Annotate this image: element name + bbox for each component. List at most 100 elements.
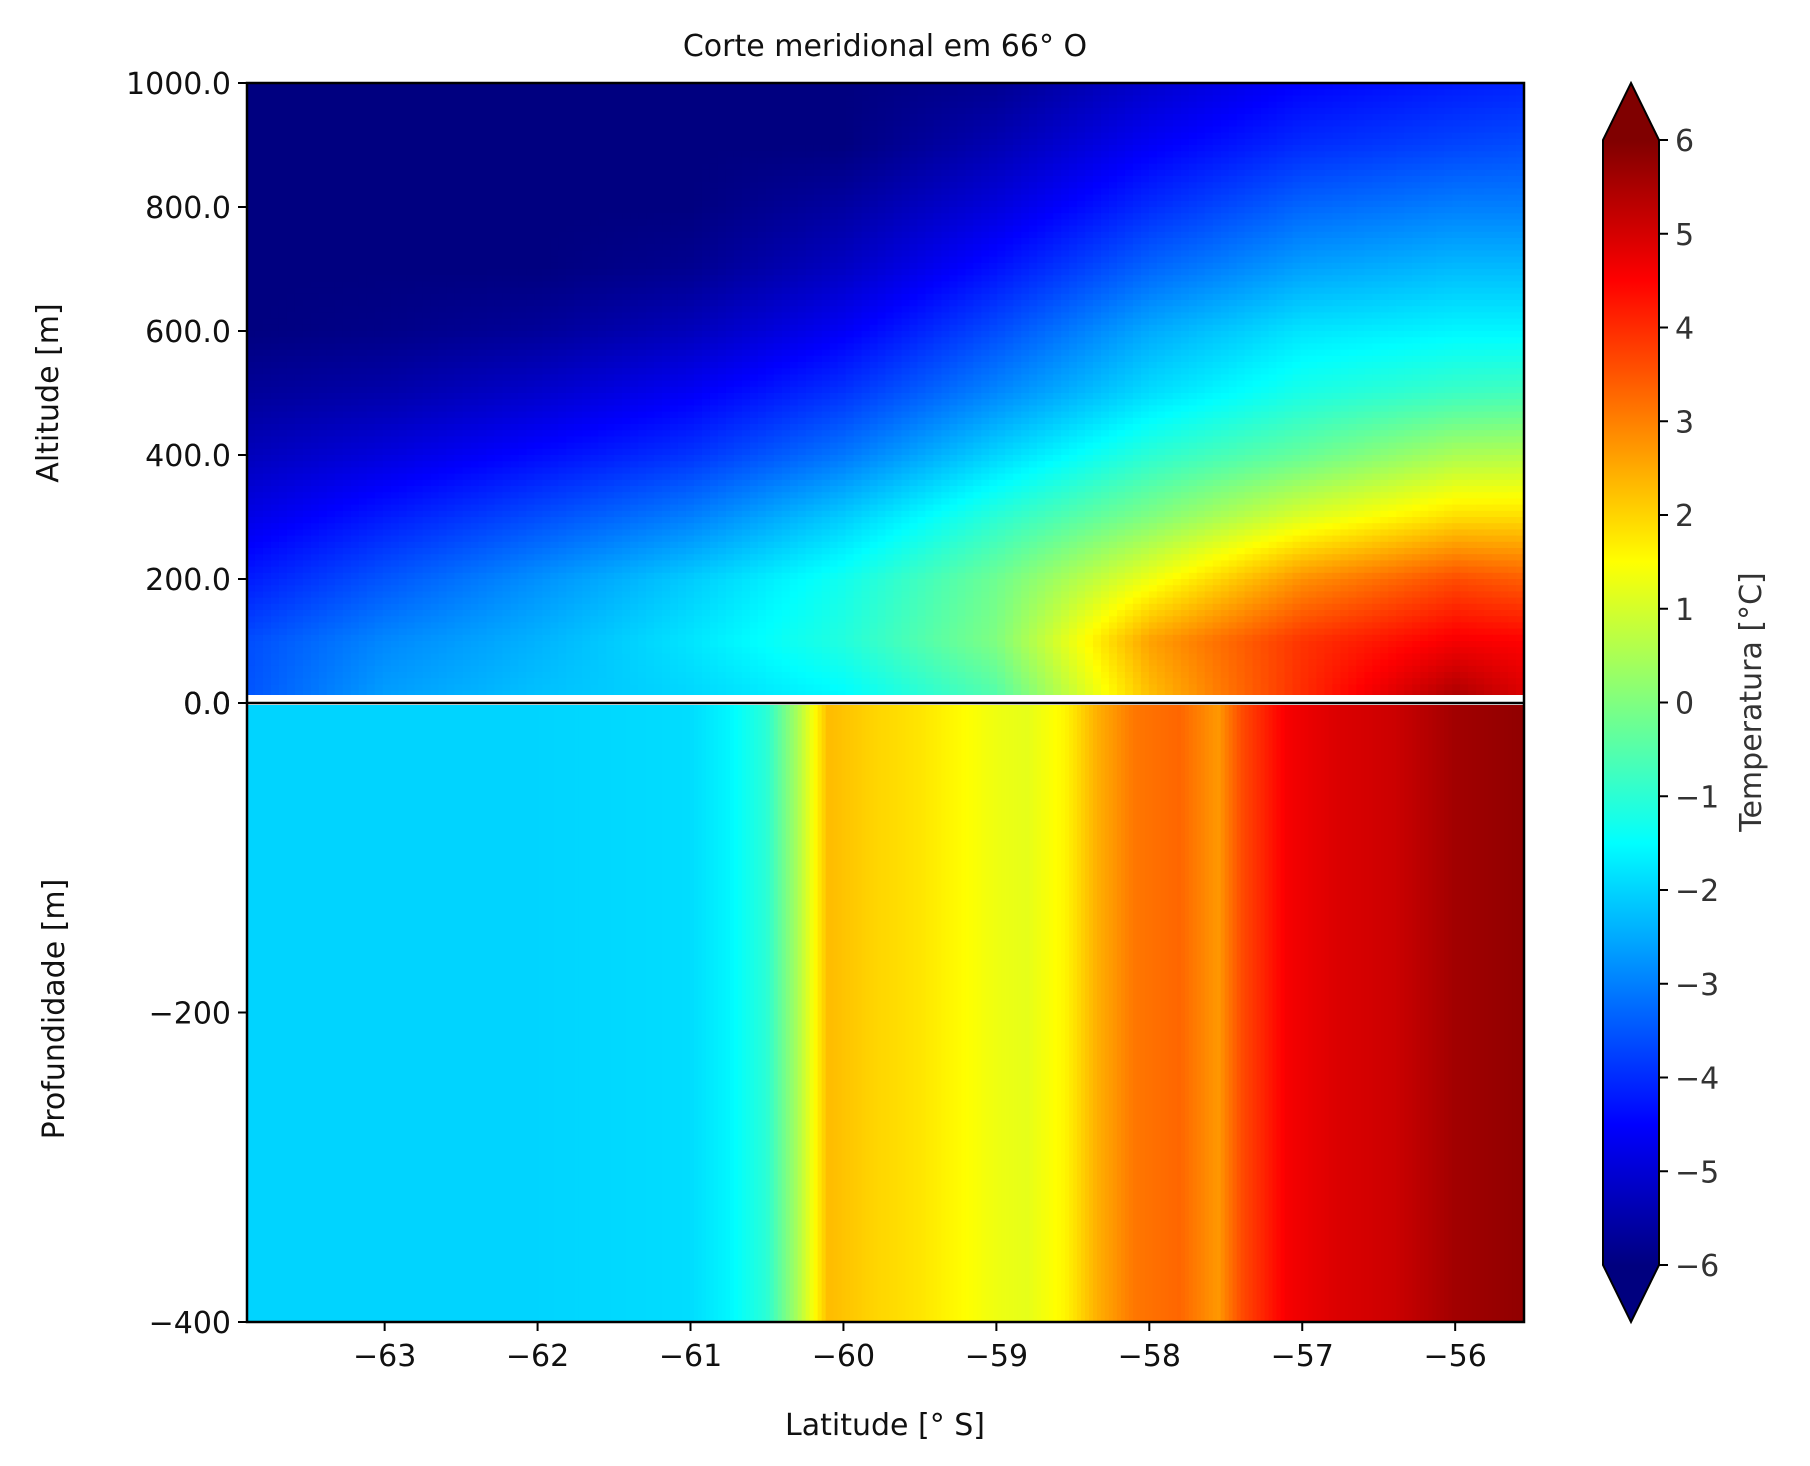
heatmap-cell <box>1500 213 1509 220</box>
heatmap-cell <box>1412 138 1421 146</box>
heatmap-cell <box>1284 126 1294 134</box>
heatmap-cell <box>1460 83 1469 90</box>
heatmap-cell <box>342 120 352 127</box>
heatmap-cell <box>1260 101 1270 109</box>
heatmap-cell <box>1204 176 1214 183</box>
heatmap-cell <box>1172 262 1182 270</box>
heatmap-cell <box>1005 132 1014 140</box>
heatmap-cell <box>773 194 783 202</box>
heatmap-cell <box>534 163 543 171</box>
heatmap-cell <box>717 107 727 115</box>
heatmap-cell <box>1372 269 1381 276</box>
heatmap-cell <box>749 126 759 134</box>
heatmap-cell <box>1013 256 1022 264</box>
heatmap-cell <box>358 200 368 208</box>
heatmap-cell <box>1404 169 1413 177</box>
heatmap-cell <box>406 138 416 146</box>
heatmap-cell <box>917 250 927 258</box>
heatmap-cell <box>302 238 312 245</box>
heatmap-cell <box>1252 262 1262 270</box>
heatmap-cell <box>1204 207 1214 214</box>
heatmap-cell <box>1124 225 1134 233</box>
heatmap-cell <box>1069 213 1078 220</box>
heatmap-cell <box>1252 200 1262 208</box>
heatmap-cell <box>1180 151 1190 158</box>
heatmap-cell <box>1428 176 1437 183</box>
heatmap-cell <box>917 132 927 140</box>
heatmap-cell <box>374 157 384 165</box>
heatmap-cell <box>1324 231 1334 239</box>
heatmap-cell <box>805 225 815 233</box>
heatmap-cell <box>1124 89 1134 96</box>
heatmap-cell <box>1093 213 1102 220</box>
heatmap-cell <box>733 120 743 127</box>
heatmap-cell <box>1324 188 1334 196</box>
heatmap-cell <box>1276 83 1286 90</box>
heatmap-cell <box>1324 262 1334 270</box>
heatmap-cell <box>1116 101 1126 109</box>
heatmap-cell <box>1196 126 1206 134</box>
heatmap-cell <box>414 83 424 90</box>
heatmap-cell <box>981 182 990 189</box>
heatmap-cell <box>1252 207 1262 214</box>
heatmap-cell <box>869 200 879 208</box>
heatmap-cell <box>757 207 767 214</box>
heatmap-cell <box>558 207 567 214</box>
heatmap-cell <box>1276 114 1286 121</box>
heatmap-cell <box>725 126 735 134</box>
heatmap-cell <box>558 151 567 158</box>
heatmap-cell <box>1188 145 1198 152</box>
heatmap-cell <box>1085 207 1094 214</box>
heatmap-cell <box>438 132 448 140</box>
heatmap-cell <box>374 238 384 245</box>
heatmap-cell <box>821 207 831 214</box>
heatmap-cell <box>270 101 280 109</box>
heatmap-cell <box>957 262 966 270</box>
heatmap-cell <box>1364 207 1373 214</box>
heatmap-cell <box>1460 256 1469 264</box>
heatmap-cell <box>406 114 416 121</box>
heatmap-cell <box>286 107 296 115</box>
heatmap-cell <box>749 250 759 258</box>
heatmap-cell <box>1404 132 1413 140</box>
heatmap-cell <box>630 269 639 276</box>
heatmap-cell <box>1164 83 1174 90</box>
heatmap-cell <box>685 176 695 183</box>
heatmap-cell <box>614 262 623 270</box>
heatmap-cell <box>877 188 887 196</box>
heatmap-cell <box>709 114 719 121</box>
heatmap-cell <box>901 213 911 220</box>
heatmap-cell <box>326 163 336 171</box>
heatmap-cell <box>446 225 456 233</box>
heatmap-cell <box>997 157 1006 165</box>
heatmap-cell <box>741 188 751 196</box>
heatmap-cell <box>1172 244 1182 251</box>
heatmap-cell <box>1228 238 1238 245</box>
heatmap-cell <box>1492 238 1501 245</box>
heatmap-cell <box>638 244 647 251</box>
heatmap-cell <box>446 188 456 196</box>
heatmap-cell <box>1069 126 1078 134</box>
heatmap-cell <box>1404 262 1413 270</box>
heatmap-cell <box>973 157 982 165</box>
heatmap-cell <box>1452 256 1461 264</box>
heatmap-cell <box>933 169 942 177</box>
heatmap-cell <box>1172 145 1182 152</box>
heatmap-cell <box>646 83 655 90</box>
heatmap-cell <box>813 200 823 208</box>
heatmap-cell <box>1236 225 1246 233</box>
heatmap-cell <box>1420 95 1429 103</box>
heatmap-cell <box>566 101 575 109</box>
heatmap-cell <box>901 126 911 134</box>
heatmap-cell <box>278 132 288 140</box>
heatmap-cell <box>294 176 304 183</box>
heatmap-cell <box>1180 95 1190 103</box>
heatmap-cell <box>302 176 312 183</box>
heatmap-cell <box>1244 169 1254 177</box>
heatmap-cell <box>1124 231 1134 239</box>
heatmap-cell <box>1300 157 1310 165</box>
heatmap-cell <box>741 138 751 146</box>
heatmap-cell <box>1324 126 1334 134</box>
heatmap-cell <box>470 95 480 103</box>
heatmap-cell <box>1396 238 1405 245</box>
